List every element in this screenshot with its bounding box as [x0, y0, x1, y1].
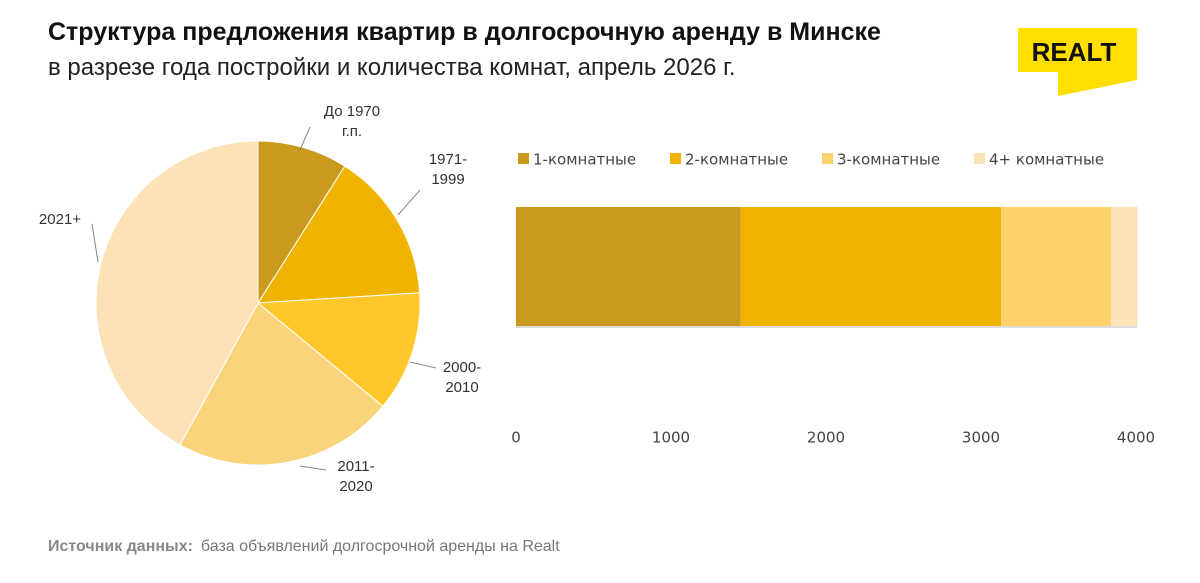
- x-tick-label: 3000: [962, 429, 1000, 447]
- logo-shape: [1018, 28, 1137, 96]
- x-tick-label: 4000: [1117, 429, 1155, 447]
- leader-line: [397, 189, 421, 216]
- pie-slice: [257, 140, 346, 305]
- legend-label: 1-комнатные: [533, 151, 636, 169]
- subtitle: в разрезе года постройки и количества ко…: [48, 54, 736, 81]
- pie-label: 2011-2020: [337, 458, 375, 495]
- logo: REALT: [1032, 37, 1117, 67]
- pie-slice: [256, 292, 421, 407]
- leader-line: [91, 223, 99, 263]
- source: Источник данных: база объявлений долгосро…: [48, 538, 560, 556]
- title: Структура предложения квартир в долгосро…: [48, 18, 881, 46]
- pie-slice: [257, 165, 421, 304]
- bar-segment: [740, 207, 1002, 326]
- legend-swatch: [974, 153, 985, 164]
- source-label: Источник данных:: [48, 538, 193, 555]
- pie-label: 2000-2010: [442, 359, 482, 396]
- legend-swatch: [670, 153, 681, 164]
- pie-label: До 1970 г.п.: [323, 103, 381, 140]
- x-tick-label: 2000: [807, 429, 845, 447]
- pie-slice: [95, 140, 259, 446]
- x-tick-label: 0: [511, 429, 521, 447]
- leader-line: [409, 361, 437, 369]
- legend-label: 3-комнатные: [837, 151, 940, 169]
- bar-segment: [1111, 207, 1138, 326]
- legend-label: 4+ комнатные: [989, 151, 1104, 169]
- legend-swatch: [518, 153, 529, 164]
- legend-label: 2-комнатные: [685, 151, 788, 169]
- pie-label: 1971-1999: [428, 151, 468, 188]
- bar-segment: [1001, 207, 1112, 326]
- pie-label: 2021+: [38, 211, 82, 228]
- source-text: база объявлений долгосрочной аренды на R…: [200, 538, 560, 555]
- leader-line: [299, 465, 327, 471]
- bar-segment: [516, 207, 741, 326]
- x-tick-label: 1000: [652, 429, 690, 447]
- pie-slice: [179, 302, 384, 466]
- legend-swatch: [822, 153, 833, 164]
- leader-line: [299, 126, 311, 151]
